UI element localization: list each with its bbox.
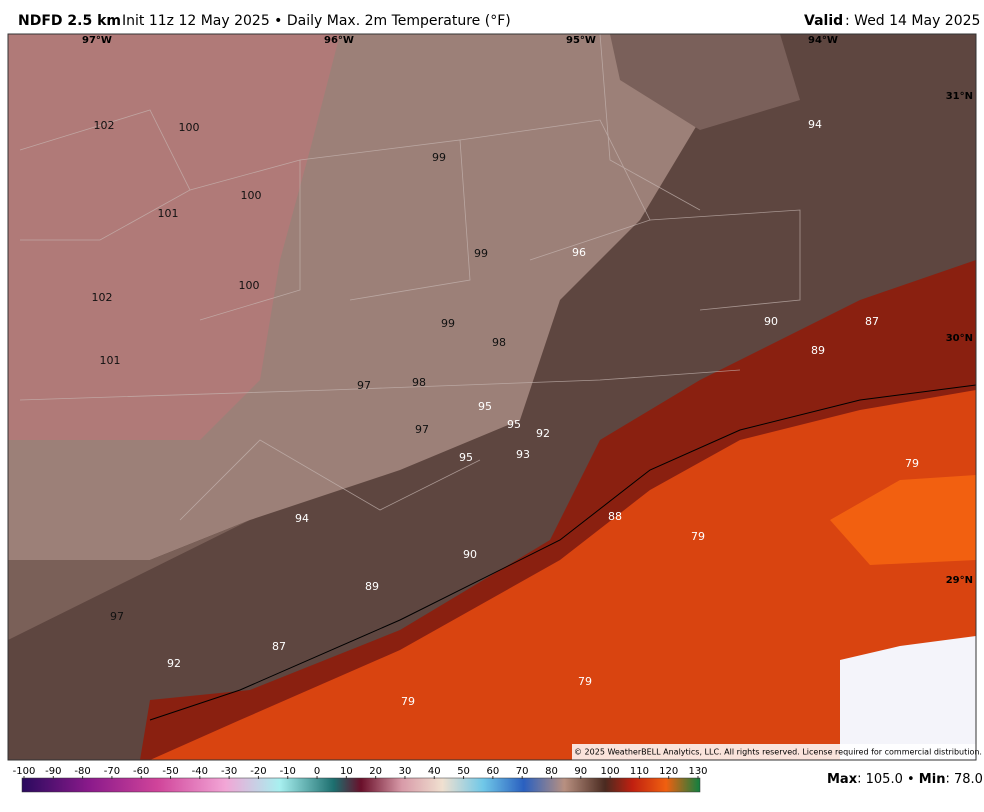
map: © 2025 WeatherBELL Analytics, LLC. All r… — [8, 33, 982, 760]
colorbar-tick-label: -100 — [13, 766, 36, 777]
temperature-label: 94 — [295, 512, 309, 525]
latitude-label: 30°N — [946, 333, 973, 344]
colorbar-tick-label: 100 — [601, 766, 620, 777]
temperature-label: 100 — [241, 189, 262, 202]
temperature-label: 88 — [608, 510, 622, 523]
temperature-label: 98 — [412, 376, 426, 389]
colorbar-tick-label: 130 — [688, 766, 707, 777]
temperature-label: 93 — [516, 448, 530, 461]
temperature-label: 79 — [691, 530, 705, 543]
colorbar-tick-label: 80 — [545, 766, 558, 777]
latitude-label: 31°N — [946, 91, 973, 102]
temperature-label: 96 — [572, 246, 586, 259]
colorbar-tick-label: 60 — [487, 766, 500, 777]
temperature-label: 94 — [808, 118, 822, 131]
temperature-label: 90 — [463, 548, 477, 561]
colorbar-tick-label: 70 — [516, 766, 529, 777]
temperature-label: 95 — [478, 400, 492, 413]
colorbar-tick-label: -30 — [221, 766, 237, 777]
max-label: Max — [827, 772, 858, 787]
temperature-label: 101 — [158, 207, 179, 220]
colorbar-tick-label: 50 — [457, 766, 470, 777]
temperature-label: 90 — [764, 315, 778, 328]
colorbar-tick-label: -80 — [74, 766, 90, 777]
sep: • — [907, 772, 915, 787]
colorbar — [21, 777, 701, 793]
colorbar-tick-label: 30 — [399, 766, 412, 777]
colorbar-tick-label: -10 — [280, 766, 296, 777]
description: Init 11z 12 May 2025 • Daily Max. 2m Tem… — [122, 13, 511, 29]
colorbar-tick-label: 110 — [630, 766, 649, 777]
colorbar-tick-label: -70 — [104, 766, 120, 777]
longitude-label: 95°W — [566, 35, 596, 46]
min: 78.0 — [954, 772, 983, 787]
product: NDFD 2.5 km — [18, 13, 121, 29]
temperature-label: 99 — [432, 151, 446, 164]
temperature-label: 102 — [92, 291, 113, 304]
colorbar-tick-label: -40 — [192, 766, 208, 777]
stats: Max: 105.0 • Min: 78.0 — [827, 772, 983, 787]
colorbar-tick-label: 90 — [574, 766, 587, 777]
temperature-label: 100 — [239, 279, 260, 292]
temperature-label: 101 — [100, 354, 121, 367]
temperature-label: 79 — [905, 457, 919, 470]
temperature-label: 102 — [94, 119, 115, 132]
colorbar-tick-label: 120 — [659, 766, 678, 777]
latitude-label: 29°N — [946, 575, 973, 586]
longitude-label: 94°W — [808, 35, 838, 46]
temperature-label: 100 — [179, 121, 200, 134]
temperature-label: 92 — [167, 657, 181, 670]
colorbar-tick-label: -20 — [250, 766, 266, 777]
temperature-label: 99 — [441, 317, 455, 330]
colorbar-tick-label: 20 — [369, 766, 382, 777]
copyright: © 2025 WeatherBELL Analytics, LLC. All r… — [574, 748, 982, 757]
colorbar-tick-label: -90 — [45, 766, 61, 777]
temperature-label: 98 — [492, 336, 506, 349]
temperature-label: 87 — [865, 315, 879, 328]
valid-label: Valid — [804, 13, 843, 29]
temperature-label: 79 — [578, 675, 592, 688]
colorbar-tick-label: -50 — [162, 766, 178, 777]
colorbar-tick-label: 10 — [340, 766, 353, 777]
colorbar-tick-label: 40 — [428, 766, 441, 777]
min-label: Min — [919, 772, 946, 787]
temperature-label: 79 — [401, 695, 415, 708]
colorbar-tick-label: -60 — [133, 766, 149, 777]
temperature-label: 97 — [357, 379, 371, 392]
temperature-label: 97 — [110, 610, 124, 623]
temperature-label: 97 — [415, 423, 429, 436]
temperature-label: 95 — [459, 451, 473, 464]
temperature-label: 92 — [536, 427, 550, 440]
valid-date: : Wed 14 May 2025 — [845, 13, 980, 29]
colorbar-tick-label: 0 — [314, 766, 320, 777]
temperature-label: 99 — [474, 247, 488, 260]
map-frame — [7, 33, 977, 761]
longitude-label: 97°W — [82, 35, 112, 46]
longitude-label: 96°W — [324, 35, 354, 46]
temperature-label: 95 — [507, 418, 521, 431]
max: 105.0 — [866, 772, 903, 787]
temperature-label: 89 — [365, 580, 379, 593]
temperature-label: 87 — [272, 640, 286, 653]
temperature-label: 89 — [811, 344, 825, 357]
